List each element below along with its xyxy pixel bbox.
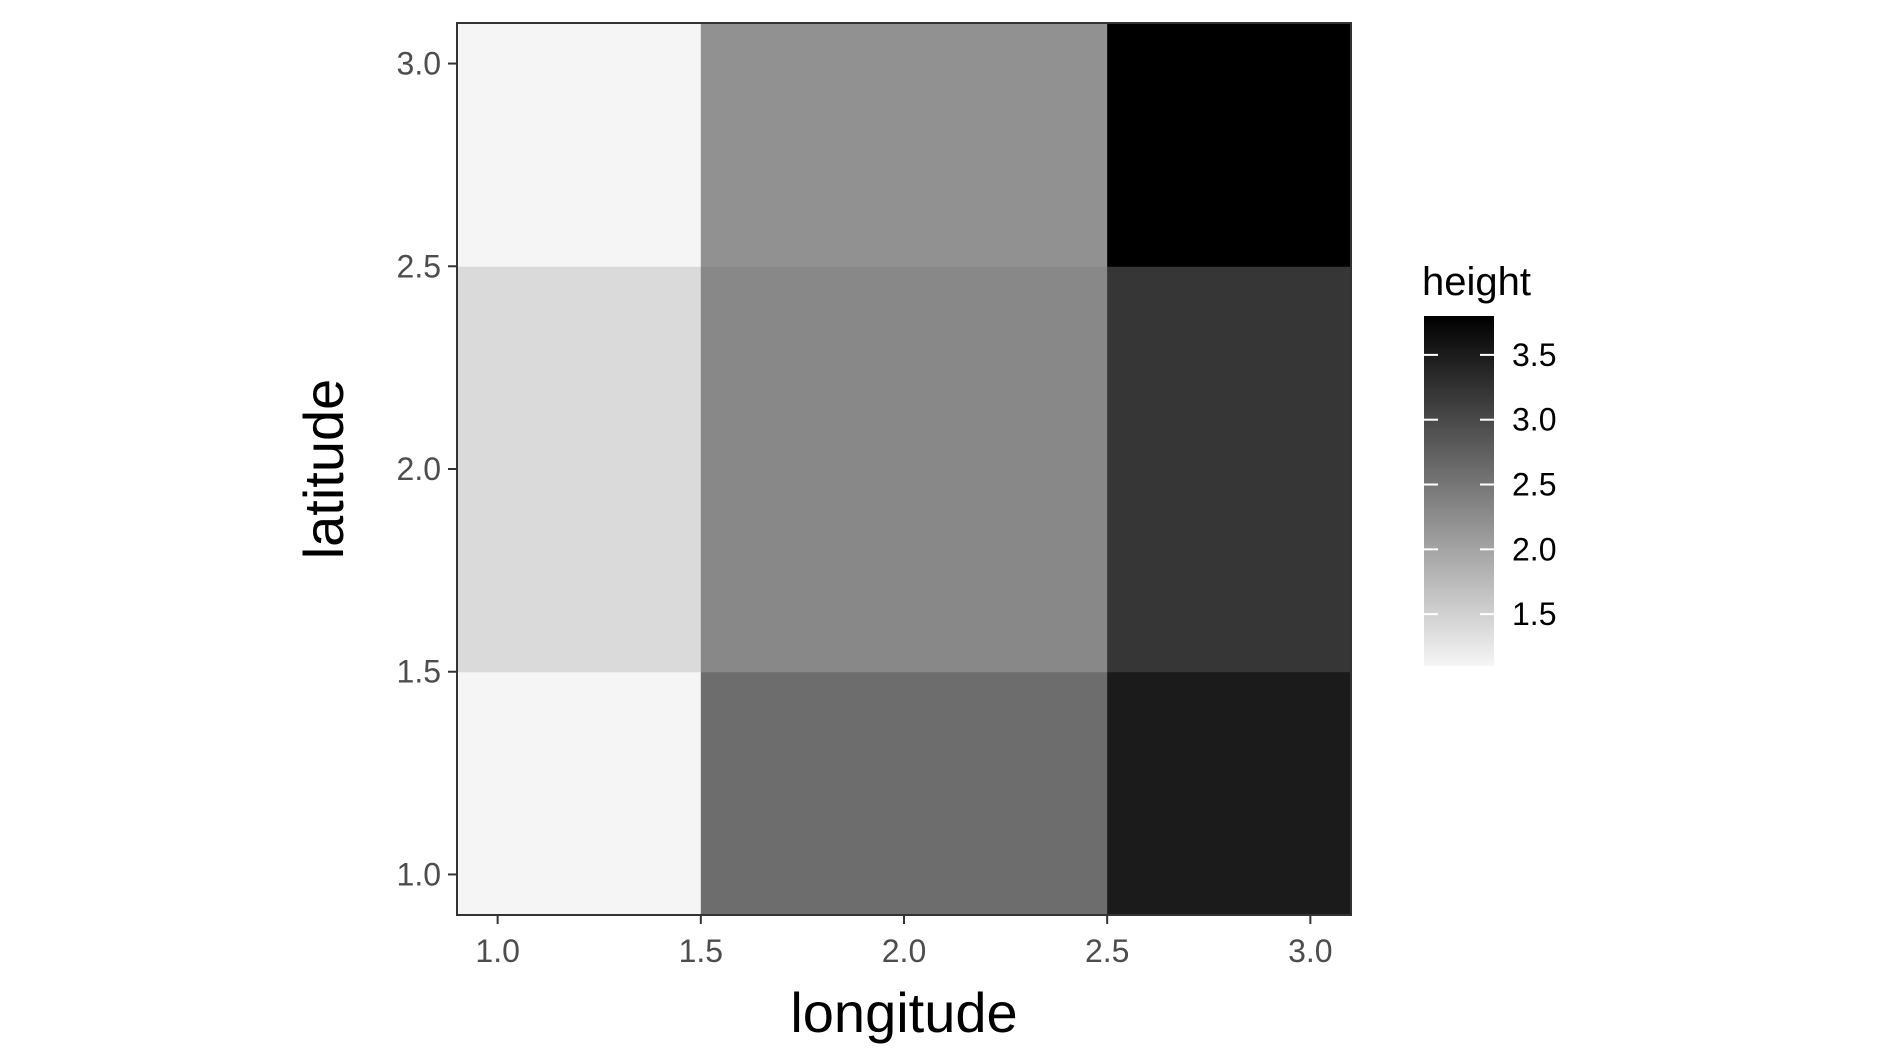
x-tick-label: 1.5 — [679, 933, 723, 969]
heatmap-cell-r3-c1 — [457, 23, 702, 267]
x-axis: 1.0 1.5 2.0 2.5 3.0 — [475, 915, 1333, 969]
y-tick-label: 2.5 — [397, 248, 441, 284]
legend-tick-label: 3.5 — [1512, 337, 1556, 373]
heatmap-cell-r3-c2 — [700, 23, 1108, 267]
y-tick-label: 3.0 — [397, 46, 441, 82]
y-tick-label: 1.5 — [397, 654, 441, 690]
heatmap-cell-r2-c2 — [700, 266, 1108, 673]
x-tick-label: 3.0 — [1288, 933, 1332, 969]
x-tick-label: 2.5 — [1085, 933, 1129, 969]
legend: height 1.5 2.0 2.5 3.0 3.5 — [1422, 260, 1556, 666]
legend-title: height — [1422, 260, 1531, 304]
heatmap-cell-r2-c1 — [457, 266, 702, 673]
legend-tick-label: 3.0 — [1512, 402, 1556, 438]
heatmap-cell-r3-c3 — [1107, 23, 1352, 267]
x-axis-title: longitude — [790, 981, 1017, 1044]
y-tick-label: 2.0 — [397, 451, 441, 487]
y-axis-title: latitude — [292, 379, 355, 560]
x-tick-label: 1.0 — [475, 933, 519, 969]
y-tick-label: 1.0 — [397, 856, 441, 892]
heatmap-cell-r1-c3 — [1107, 671, 1352, 916]
legend-ticks: 1.5 2.0 2.5 3.0 3.5 — [1424, 337, 1556, 632]
x-tick-label: 2.0 — [882, 933, 926, 969]
legend-color-bar — [1424, 316, 1494, 666]
heatmap-cell-r1-c1 — [457, 671, 702, 916]
y-axis: 1.0 1.5 2.0 2.5 3.0 — [397, 46, 457, 892]
legend-tick-label: 1.5 — [1512, 596, 1556, 632]
heatmap-cells — [457, 23, 1352, 916]
heatmap-cell-r1-c2 — [700, 671, 1108, 916]
legend-tick-label: 2.0 — [1512, 531, 1556, 567]
heatmap-cell-r2-c3 — [1107, 266, 1352, 673]
legend-tick-label: 2.5 — [1512, 467, 1556, 503]
